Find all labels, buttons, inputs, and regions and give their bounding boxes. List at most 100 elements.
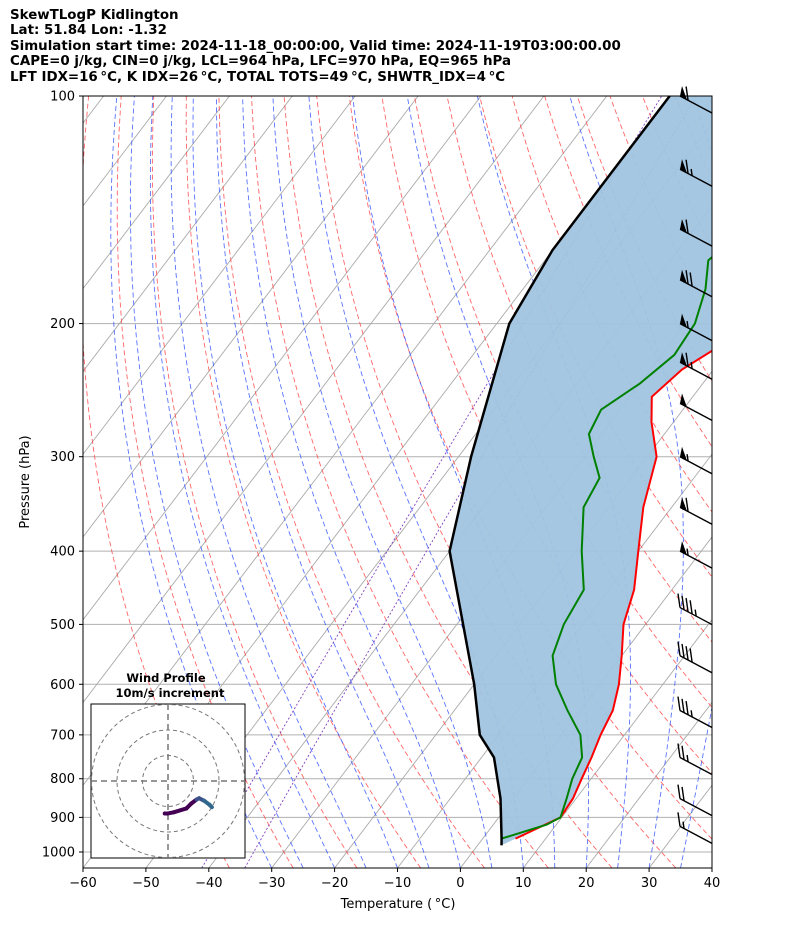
isotherm <box>83 96 482 621</box>
barb-flag <box>685 159 689 174</box>
y-tick-label: 100 <box>50 90 75 105</box>
barb-flag <box>681 698 685 713</box>
wind-barbs-layer <box>677 86 713 845</box>
temperature-line <box>515 349 712 840</box>
isotherm <box>83 96 545 704</box>
isotherm <box>522 618 712 868</box>
y-tick-label: 200 <box>50 317 75 332</box>
barb-flag <box>677 593 681 608</box>
dry-adiabat <box>151 96 358 868</box>
wind-barb <box>677 812 713 845</box>
x-tick-label: −50 <box>132 876 159 891</box>
chart-title: SkewTLogP Kidlington <box>10 8 179 23</box>
barb-half-flag <box>694 609 697 617</box>
barb-staff <box>679 798 713 817</box>
x-tick-label: 10 <box>515 876 532 891</box>
barb-half-flag <box>686 754 689 763</box>
wind-barb <box>677 696 713 729</box>
x-tick-label: 40 <box>704 876 721 891</box>
dry-adiabat <box>707 96 712 107</box>
time-line: Simulation start time: 2024-11-18_00:00:… <box>10 38 621 54</box>
barb-flag <box>677 641 681 656</box>
barb-pennant <box>680 159 687 174</box>
barb-staff <box>679 756 713 776</box>
moist-adiabat <box>272 96 493 868</box>
y-tick-label: 1000 <box>42 845 75 860</box>
barb-pennant <box>680 313 687 328</box>
wind-barb <box>679 446 713 475</box>
x-tick-label: −40 <box>195 876 222 891</box>
barb-flag <box>677 784 681 799</box>
barb-flag <box>685 86 689 101</box>
barb-staff <box>679 709 713 729</box>
dry-adiabat <box>740 96 794 868</box>
wind-barb <box>677 593 713 626</box>
wind-profile-inset: Wind Profile 10m/s increment <box>90 671 246 859</box>
temperature-indices-line: LFT IDX=16 °C, K IDX=26 °C, TOTAL TOTS=4… <box>10 69 506 85</box>
barb-flag <box>685 270 689 285</box>
barb-staff <box>679 655 713 674</box>
y-tick-label: 700 <box>50 728 75 743</box>
barb-flag <box>681 786 685 801</box>
dry-adiabat <box>381 96 712 774</box>
shaded-layer <box>449 96 712 846</box>
dry-adiabat <box>185 96 422 868</box>
wind-barb <box>677 641 713 674</box>
barb-flag <box>681 745 685 760</box>
x-tick-label: −10 <box>384 876 411 891</box>
x-tick-label: 30 <box>641 876 658 891</box>
wind-barb <box>677 784 713 817</box>
moist-adiabat <box>170 96 367 868</box>
barb-half-flag <box>686 320 689 329</box>
barb-pennant <box>680 541 687 556</box>
barb-pennant <box>680 86 687 100</box>
barb-flag <box>685 219 689 234</box>
barb-half-flag <box>686 548 689 556</box>
location-line: Lat: 51.84 Lon: -1.32 <box>10 23 167 39</box>
hodograph-area <box>91 704 245 858</box>
shaded-area <box>449 96 712 846</box>
x-tick-label: 0 <box>456 876 464 891</box>
barb-pennant <box>680 393 687 408</box>
x-tick-label: −20 <box>321 876 348 891</box>
chart-header: SkewTLogP Kidlington Lat: 51.84 Lon: -1.… <box>10 8 621 85</box>
barb-flag <box>685 646 689 661</box>
barb-half-flag <box>690 361 693 370</box>
barb-flag <box>689 648 693 663</box>
y-axis-label: Pressure (hPa) <box>18 435 33 528</box>
barb-half-flag <box>682 821 685 829</box>
moist-adiabat <box>192 96 398 868</box>
barb-flag <box>677 696 681 711</box>
x-tick-label: 20 <box>578 876 595 891</box>
isotherm <box>585 701 712 868</box>
barb-pennant <box>680 352 687 367</box>
y-tick-label: 600 <box>50 678 75 693</box>
wind-barb <box>679 269 713 298</box>
barb-flag <box>689 600 693 615</box>
barb-pennant <box>680 269 687 284</box>
dry-adiabat <box>116 96 294 868</box>
y-tick-label: 400 <box>50 545 75 560</box>
stability-indices-line: CAPE=0 j/kg, CIN=0 j/kg, LCL=964 hPa, LF… <box>10 54 512 70</box>
inset-subtitle: 10m/s increment <box>116 686 225 700</box>
inset-title: Wind Profile <box>126 671 206 685</box>
wind-barb <box>679 393 713 421</box>
x-axis-label: Temperature ( °C) <box>340 897 456 912</box>
isotherm <box>711 867 712 868</box>
wind-barb <box>679 541 713 569</box>
barb-flag <box>677 812 681 827</box>
moist-adiabat <box>711 866 712 868</box>
barb-flag <box>685 597 689 613</box>
profile-lines-layer <box>448 96 712 846</box>
barb-pennant <box>680 497 687 512</box>
barb-pennant <box>680 446 687 461</box>
isotherm <box>83 96 230 290</box>
mixing-ratio-line <box>244 96 697 868</box>
barb-pennant <box>680 219 687 234</box>
moist-adiabat <box>242 96 461 868</box>
x-tick-label: −30 <box>258 876 285 891</box>
y-tick-label: 300 <box>50 450 75 465</box>
barb-flag <box>685 497 689 512</box>
isotherm <box>83 96 419 538</box>
